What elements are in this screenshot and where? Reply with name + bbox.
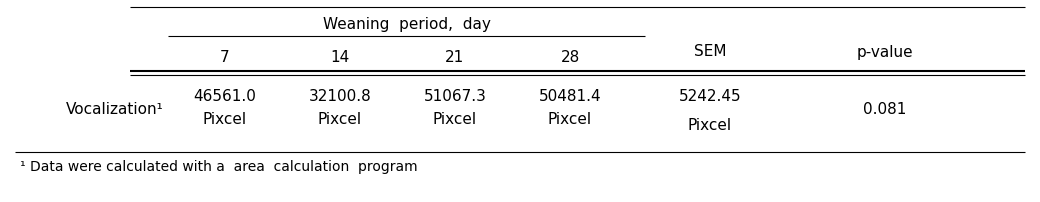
Text: 51067.3: 51067.3 <box>423 89 487 104</box>
Text: Vocalization¹: Vocalization¹ <box>67 102 164 117</box>
Text: Pixcel: Pixcel <box>433 112 477 127</box>
Text: Weaning  period,  day: Weaning period, day <box>323 17 491 32</box>
Text: 21: 21 <box>445 50 465 65</box>
Text: 28: 28 <box>561 50 579 65</box>
Text: 5242.45: 5242.45 <box>679 89 742 104</box>
Text: SEM: SEM <box>694 44 726 59</box>
Text: ¹ Data were calculated with a  area  calculation  program: ¹ Data were calculated with a area calcu… <box>20 159 418 173</box>
Text: p-value: p-value <box>857 44 913 59</box>
Text: 7: 7 <box>220 50 230 65</box>
Text: 0.081: 0.081 <box>863 102 907 117</box>
Text: 50481.4: 50481.4 <box>539 89 601 104</box>
Text: Pixcel: Pixcel <box>687 117 732 132</box>
Text: 32100.8: 32100.8 <box>309 89 371 104</box>
Text: Pixcel: Pixcel <box>318 112 362 127</box>
Text: Pixcel: Pixcel <box>203 112 248 127</box>
Text: 46561.0: 46561.0 <box>193 89 257 104</box>
Text: Pixcel: Pixcel <box>548 112 592 127</box>
Text: 14: 14 <box>331 50 349 65</box>
